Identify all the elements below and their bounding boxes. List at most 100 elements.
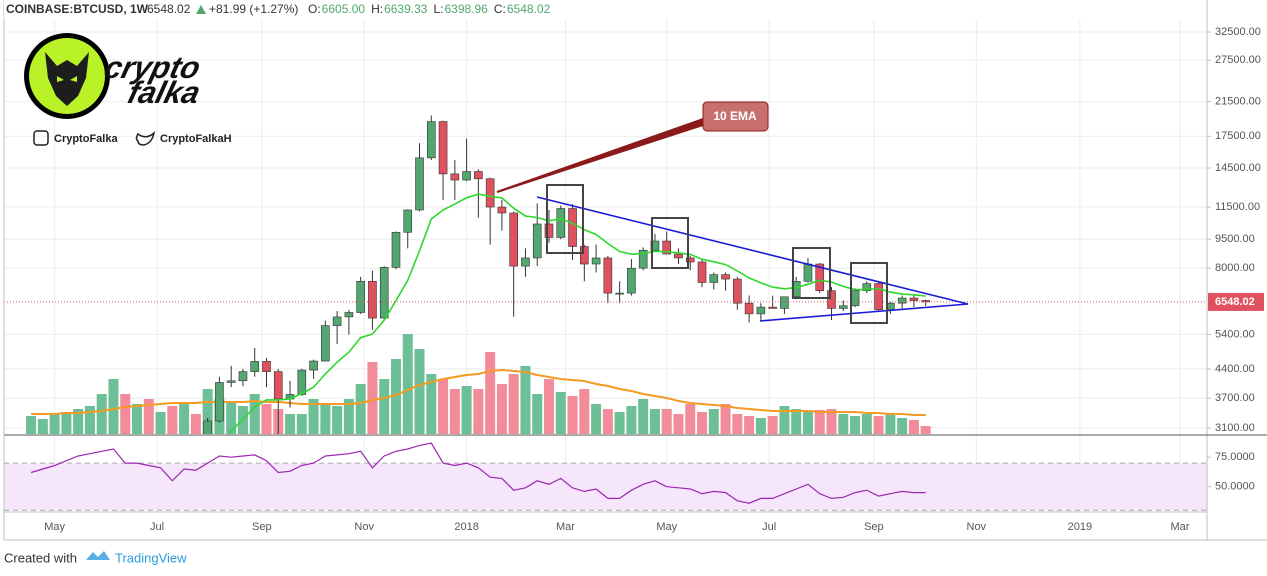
x-tick-label: Jul — [762, 521, 776, 533]
candle-body — [450, 173, 460, 181]
candle-body — [250, 361, 260, 372]
candle-body — [379, 267, 389, 319]
candle-body — [874, 283, 883, 311]
social-handle: CryptoFalkaH — [160, 133, 232, 145]
candle-body — [556, 208, 566, 238]
x-tick-label: Nov — [967, 521, 987, 533]
volume-bar — [226, 402, 237, 434]
box — [546, 184, 584, 254]
price-layer — [4, 115, 1207, 434]
candle-body — [850, 290, 860, 307]
candle-body — [532, 223, 542, 259]
y-tick-label: 3700.00 — [1215, 392, 1255, 404]
candle-body — [474, 171, 483, 180]
volume-bar — [532, 394, 543, 434]
candle-body — [356, 281, 365, 313]
rsi-background — [4, 462, 1207, 511]
volume-bar — [332, 406, 343, 434]
box — [792, 247, 831, 299]
volume-bar — [567, 396, 578, 434]
volume-bar — [791, 409, 802, 434]
volume-bar — [108, 379, 119, 434]
rsi-tick-label: 50.0000 — [1215, 481, 1255, 493]
logo-wolf — [45, 52, 89, 106]
volume-layer — [26, 334, 931, 434]
volume-bar — [697, 412, 708, 434]
triangle-lower — [759, 303, 969, 322]
volume-bar — [285, 414, 296, 434]
logo-text: crypto — [101, 51, 204, 85]
volume-bar — [673, 414, 684, 434]
candle-body — [497, 206, 507, 214]
candle-body — [662, 240, 672, 255]
volume-bar — [826, 409, 837, 434]
volume-bar — [190, 414, 201, 434]
x-tick-label: May — [656, 521, 677, 533]
volume-bar — [661, 409, 672, 434]
up-arrow — [196, 5, 206, 14]
volume-bar — [473, 389, 484, 434]
candle-body — [568, 208, 577, 247]
volume-bar — [873, 416, 884, 434]
candle-body — [838, 305, 848, 309]
volume-bar — [402, 334, 413, 434]
volume-bar — [414, 349, 425, 434]
volume-bar — [379, 379, 390, 434]
candle-body — [591, 257, 601, 265]
candle-body — [697, 261, 707, 283]
candle-body — [674, 253, 683, 259]
x-tick-label: Sep — [252, 521, 272, 533]
header-price: 6548.02 — [147, 2, 191, 16]
volume-ma-line — [31, 368, 926, 416]
drawings: 10 EMA — [496, 101, 969, 324]
footer-brand[interactable]: TradingView — [115, 550, 187, 565]
volume-bar — [367, 362, 378, 434]
volume-bar — [802, 412, 813, 434]
volume-bar — [708, 409, 719, 434]
x-tick-label: Mar — [1170, 521, 1189, 533]
rsi-band — [4, 463, 1207, 511]
y-tick-label: 17500.00 — [1215, 130, 1261, 142]
rsi-layer — [30, 442, 926, 504]
y-tick-label: 9500.00 — [1215, 233, 1255, 245]
ohlc-value: 6605.00 — [322, 2, 366, 16]
callout-text: 10 EMA — [713, 109, 757, 123]
volume-bar — [426, 374, 437, 434]
volume-bar — [920, 426, 931, 434]
volume-bar — [132, 404, 143, 434]
header-change: +81.99 (+1.27%) — [209, 2, 298, 16]
x-tick-label: Mar — [556, 521, 575, 533]
candle-body — [733, 278, 742, 304]
candle-body — [273, 371, 283, 400]
candle-body — [438, 121, 448, 175]
volume-bar — [496, 384, 507, 434]
candle-body — [815, 263, 825, 291]
volume-bar — [143, 399, 154, 434]
candle-body — [215, 382, 224, 422]
y-tick-label: 32500.00 — [1215, 26, 1261, 38]
volume-bar — [649, 409, 660, 434]
candle-body — [321, 325, 330, 362]
volume-bar — [555, 392, 566, 434]
volume-bar — [155, 412, 166, 434]
ohlc-value: 6398.96 — [444, 2, 488, 16]
volume-bar — [449, 389, 460, 434]
candle-body — [238, 371, 248, 382]
y-tick-label: 8000.00 — [1215, 262, 1255, 274]
y-tick-label: 27500.00 — [1215, 54, 1261, 66]
footer-text: Created with — [4, 550, 77, 565]
candle-body — [226, 380, 236, 383]
candle-body — [368, 281, 377, 319]
candle-body — [615, 292, 624, 295]
social-handle: CryptoFalka — [54, 133, 118, 145]
volume-bar — [120, 394, 131, 434]
volume-bar — [308, 399, 319, 434]
candle-body — [203, 420, 212, 434]
facebook-icon — [33, 130, 49, 146]
x-tick-label: 2018 — [454, 521, 478, 533]
volume-bar — [908, 420, 919, 434]
candle-body — [721, 274, 730, 280]
header: COINBASE:BTCUSD, 1W 6548.02 +81.99 (+1.2… — [4, 0, 564, 19]
candle-body — [485, 178, 495, 208]
candle-body — [803, 263, 813, 282]
